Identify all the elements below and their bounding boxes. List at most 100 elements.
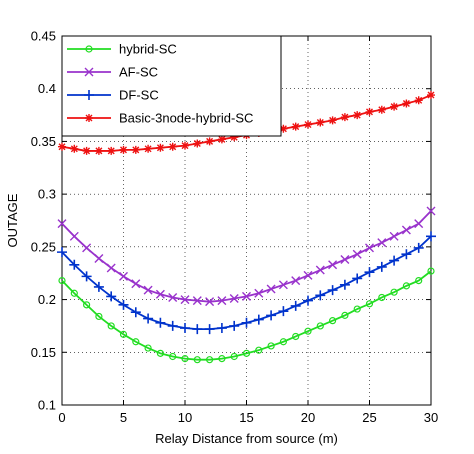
data-point: [414, 219, 424, 229]
data-point: [316, 322, 324, 330]
legend-item: AF-SC: [67, 65, 158, 80]
data-point: [193, 356, 201, 364]
series-hybrid-SC: [58, 267, 435, 364]
data-point: [254, 288, 264, 298]
series-line: [61, 270, 432, 361]
data-point: [82, 146, 91, 155]
data-point: [218, 355, 226, 363]
data-point: [204, 324, 215, 335]
data-point: [57, 247, 67, 258]
y-tick-label: 0.35: [31, 134, 56, 149]
data-point: [144, 144, 153, 153]
data-point: [315, 290, 326, 301]
data-point: [70, 289, 78, 297]
data-point: [131, 145, 140, 154]
data-point: [119, 145, 128, 154]
data-point: [107, 322, 115, 330]
data-point: [291, 122, 300, 131]
data-point: [316, 118, 325, 127]
data-point: [229, 320, 240, 331]
data-point: [303, 295, 313, 306]
y-tick-label: 0.15: [31, 345, 56, 360]
data-point: [353, 111, 362, 120]
data-point: [389, 255, 400, 266]
data-point: [180, 323, 190, 334]
data-point: [340, 255, 350, 265]
data-point: [352, 273, 363, 284]
x-axis-label: Relay Distance from source (m): [155, 431, 338, 446]
data-point: [327, 285, 338, 296]
data-point: [390, 102, 399, 111]
data-point: [426, 231, 436, 242]
series-DF-SC: [57, 231, 436, 335]
data-point: [180, 295, 190, 305]
y-tick-label: 0.2: [38, 292, 56, 307]
data-point: [217, 296, 227, 306]
x-tick-label: 30: [424, 410, 438, 425]
y-tick-label: 0.1: [38, 398, 56, 413]
x-tick-label: 0: [58, 410, 65, 425]
data-point: [106, 263, 116, 273]
data-point: [118, 299, 129, 310]
data-point: [82, 301, 91, 309]
legend-label: Basic-3node-hybrid-SC: [119, 111, 253, 126]
data-point: [168, 142, 177, 151]
y-tick-label: 0.45: [31, 29, 56, 44]
data-point: [328, 116, 337, 125]
data-point: [95, 312, 103, 321]
legend-label: AF-SC: [119, 65, 158, 80]
data-point: [181, 355, 189, 363]
series-AF-SC: [57, 206, 436, 307]
data-point: [131, 279, 141, 289]
data-point: [253, 314, 264, 325]
legend-item: Basic-3node-hybrid-SC: [67, 111, 253, 126]
data-point: [378, 293, 386, 302]
data-point: [389, 231, 399, 241]
data-point: [193, 139, 202, 148]
data-point: [353, 305, 361, 313]
legend-swatch-marker: [85, 114, 93, 122]
x-tick-label: 5: [120, 410, 127, 425]
data-point: [427, 267, 435, 275]
data-point: [229, 294, 239, 304]
data-point: [230, 133, 239, 142]
x-tick-label: 20: [301, 410, 315, 425]
data-point: [304, 327, 312, 335]
data-point: [156, 143, 165, 152]
x-tick-label: 15: [239, 410, 253, 425]
data-point: [58, 276, 66, 285]
data-point: [242, 291, 251, 301]
data-point: [376, 261, 387, 272]
data-point: [242, 349, 251, 357]
data-point: [192, 324, 203, 335]
data-point: [365, 300, 374, 308]
data-point: [70, 144, 79, 153]
x-tick-label: 10: [178, 410, 192, 425]
data-point: [401, 249, 412, 260]
data-point: [58, 142, 66, 151]
data-point: [69, 231, 79, 241]
data-point: [365, 243, 374, 253]
data-point: [279, 338, 287, 346]
data-point: [414, 96, 423, 105]
data-point: [401, 225, 411, 235]
data-point: [329, 317, 337, 325]
data-point: [255, 346, 263, 354]
data-point: [365, 107, 374, 116]
x-tick-label: 25: [362, 410, 376, 425]
data-point: [167, 320, 178, 331]
data-point: [427, 91, 435, 100]
data-point: [169, 352, 177, 361]
data-point: [206, 356, 214, 364]
y-tick-label: 0.25: [31, 239, 56, 254]
data-point: [216, 323, 227, 334]
data-point: [402, 99, 411, 108]
y-axis-label: OUTAGE: [5, 193, 20, 247]
data-point: [81, 271, 92, 282]
data-point: [217, 135, 226, 144]
legend-swatch-marker: [84, 67, 94, 77]
data-point: [267, 342, 275, 350]
data-point: [303, 270, 313, 280]
data-point: [279, 124, 288, 133]
